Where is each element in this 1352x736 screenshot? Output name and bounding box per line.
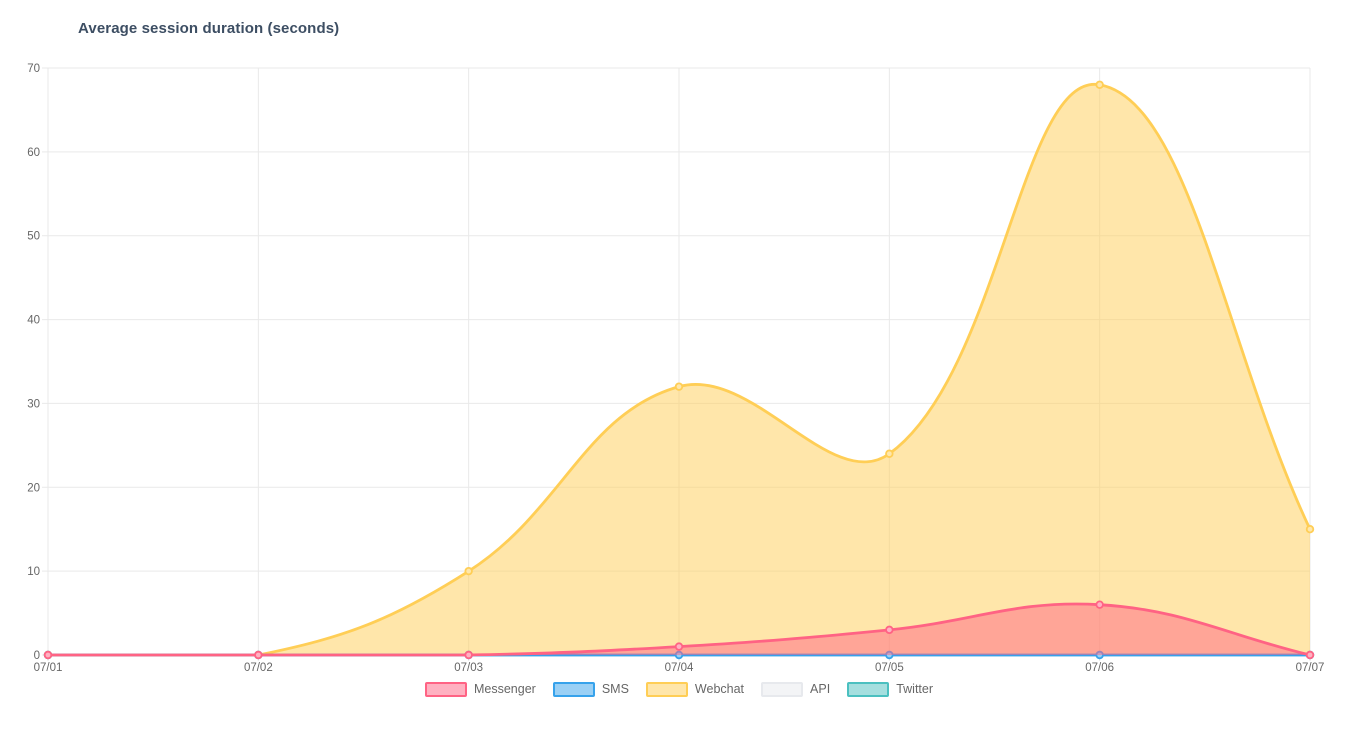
x-tick-label: 07/06 bbox=[1085, 662, 1114, 674]
y-tick-label: 0 bbox=[34, 650, 40, 662]
area-chart-canvas: 0 10 20 30 40 50 60 70 07/01 07/02 07/03 07/04 07/05… bbox=[27, 63, 1325, 674]
x-tick-label: 07/04 bbox=[665, 662, 694, 674]
legend-item-webchat[interactable]: Webchat bbox=[645, 682, 745, 697]
legend-swatch-webchat bbox=[645, 682, 688, 697]
y-tick-label: 40 bbox=[27, 315, 40, 327]
series-messenger-point-07/01[interactable] bbox=[43, 650, 53, 660]
series-messenger-point-07/07[interactable] bbox=[1305, 650, 1315, 660]
chart-title: Average session duration (seconds) bbox=[78, 20, 340, 37]
legend-item-sms[interactable]: SMS bbox=[552, 682, 629, 697]
legend-label: Twitter bbox=[896, 682, 933, 696]
series-messenger-point-07/03[interactable] bbox=[464, 650, 473, 660]
legend-swatch-api bbox=[761, 682, 804, 697]
legend-label: Webchat bbox=[694, 682, 745, 696]
series-messenger-point-07/04[interactable] bbox=[674, 642, 684, 651]
y-tick-label: 50 bbox=[27, 231, 40, 243]
x-tick-label: 07/05 bbox=[875, 662, 904, 674]
legend-label: API bbox=[810, 682, 831, 696]
series-messenger-area bbox=[48, 603, 1310, 655]
y-tick-label: 20 bbox=[27, 482, 40, 494]
series-webchat-point-07/03[interactable] bbox=[464, 566, 473, 576]
series-messenger-point-07/02[interactable] bbox=[254, 650, 263, 660]
y-tick-label: 10 bbox=[27, 566, 40, 578]
series-webchat-point-07/07[interactable] bbox=[1305, 525, 1315, 534]
legend-swatch-twitter bbox=[847, 682, 890, 697]
series-webchat-line bbox=[46, 83, 1312, 657]
legend-label: Messenger bbox=[473, 682, 536, 696]
x-tick-label: 07/02 bbox=[244, 662, 273, 674]
y-tick-label: 30 bbox=[27, 398, 40, 410]
series-webchat-point-07/06[interactable] bbox=[1095, 80, 1104, 89]
x-tick-label: 07/07 bbox=[1296, 662, 1325, 674]
series-webchat-area bbox=[48, 84, 1310, 655]
chart-legend: Messenger SMS Webchat API Twitter bbox=[48, 682, 1310, 697]
legend-item-messenger[interactable]: Messenger bbox=[424, 682, 536, 697]
y-tick-label: 60 bbox=[27, 147, 40, 159]
series-webchat-point-07/04[interactable] bbox=[674, 382, 684, 391]
legend-swatch-messenger bbox=[424, 682, 467, 697]
series-messenger-point-07/05[interactable] bbox=[885, 625, 894, 635]
legend-item-api[interactable]: API bbox=[761, 682, 830, 697]
x-tick-label: 07/03 bbox=[454, 662, 483, 674]
legend-label: SMS bbox=[601, 682, 629, 696]
y-tick-label: 70 bbox=[27, 63, 40, 75]
x-tick-label: 07/01 bbox=[34, 662, 63, 674]
legend-swatch-sms bbox=[552, 682, 595, 697]
series-webchat-point-07/05[interactable] bbox=[885, 449, 894, 458]
legend-item-twitter[interactable]: Twitter bbox=[847, 682, 933, 697]
series-messenger-point-07/06[interactable] bbox=[1095, 600, 1104, 609]
